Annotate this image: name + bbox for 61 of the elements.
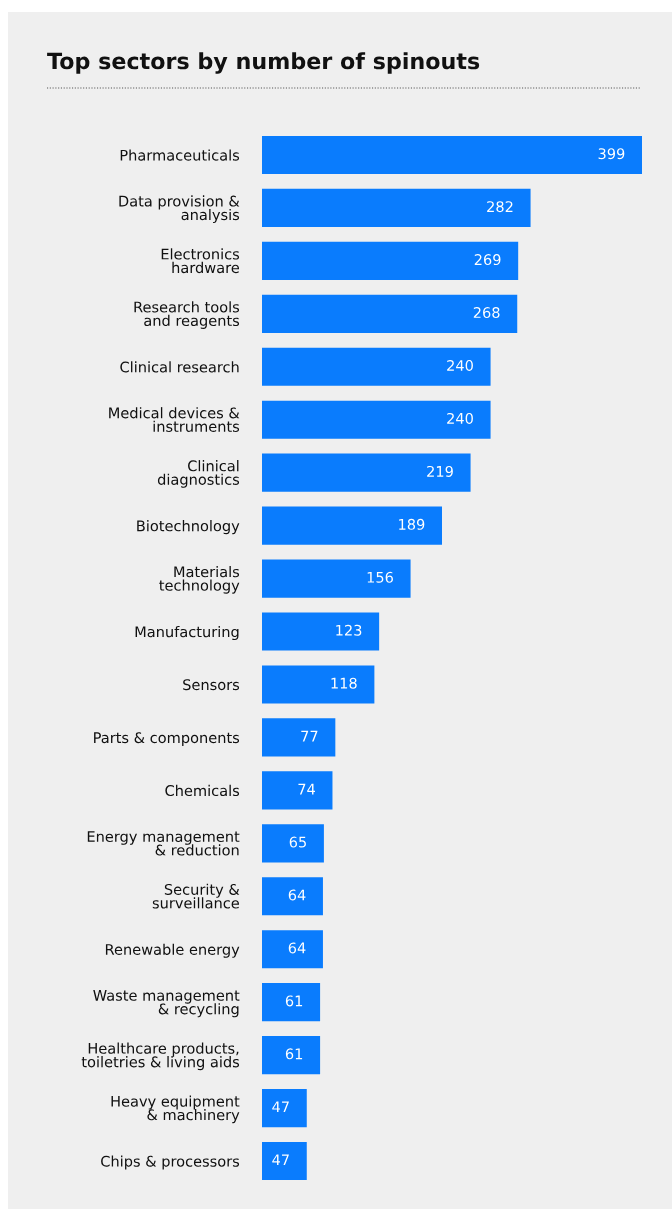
- y-tick-label: Waste management & recycling: [93, 990, 240, 1018]
- bar: [262, 294, 518, 333]
- y-tick-label: Security & surveillance: [152, 883, 240, 909]
- bar: [262, 824, 324, 863]
- bar: [262, 188, 531, 227]
- data-label: 61: [285, 1048, 303, 1060]
- y-tick-label: Healthcare products, toiletries & living aids: [81, 1042, 240, 1071]
- y-tick-label: Parts & components: [94, 732, 240, 746]
- y-tick-label: Medical devices & instruments: [109, 407, 240, 432]
- y-tick-label: Data provision & analysis: [119, 195, 240, 223]
- y-tick-label: Sensors: [183, 679, 240, 691]
- y-tick-label: Chips & processors: [101, 1155, 240, 1170]
- y-tick-label: Research tools and reagents: [134, 301, 240, 329]
- y-tick-label: Heavy equipment & machinery: [111, 1095, 240, 1124]
- bar: [262, 400, 491, 439]
- bar: [262, 930, 323, 969]
- data-label: 268: [473, 307, 500, 319]
- bar: [262, 771, 333, 810]
- y-tick-label: Chemicals: [165, 784, 240, 797]
- bar: [262, 877, 323, 916]
- data-label: 65: [289, 836, 306, 848]
- bar: [262, 718, 336, 757]
- y-tick-label: Manufacturing: [135, 625, 239, 641]
- y-tick-label: Biotechnology: [137, 520, 240, 535]
- bar: [262, 665, 375, 704]
- y-tick-label: Materials technology: [159, 565, 240, 594]
- data-label: 123: [336, 624, 362, 636]
- bar: [262, 559, 411, 598]
- bar: [262, 347, 491, 386]
- bar: [262, 1141, 307, 1181]
- data-label: 269: [474, 254, 501, 266]
- data-label: 74: [298, 783, 315, 795]
- bar: [262, 241, 519, 280]
- data-label: 77: [301, 730, 318, 742]
- data-label: 156: [367, 571, 393, 583]
- bar: [262, 506, 442, 545]
- y-tick-label: Renewable energy: [105, 943, 240, 958]
- data-label: 47: [272, 1154, 289, 1166]
- bar: [262, 983, 321, 1022]
- chart-title: Top sectors by number of spinouts: [47, 52, 480, 74]
- bar: [262, 1089, 307, 1128]
- bar: [262, 135, 642, 175]
- data-label: 219: [427, 465, 453, 477]
- data-label: 118: [331, 677, 357, 689]
- bar: [262, 612, 380, 651]
- y-tick-label: Pharmaceuticals: [120, 149, 240, 161]
- bar: [262, 453, 471, 492]
- data-label: 64: [288, 942, 306, 954]
- y-tick-label: Clinical research: [120, 361, 239, 373]
- data-label: 64: [288, 889, 306, 901]
- data-label: 240: [447, 359, 473, 372]
- y-tick-label: Clinical diagnostics: [157, 460, 240, 488]
- data-label: 189: [399, 518, 425, 530]
- data-label: 399: [598, 148, 625, 160]
- data-label: 282: [487, 201, 513, 213]
- data-label: 61: [285, 995, 303, 1007]
- data-label: 47: [272, 1101, 289, 1113]
- y-tick-label: Electronics hardware: [161, 248, 240, 274]
- data-label: 240: [447, 412, 473, 424]
- bar: [262, 1036, 321, 1075]
- y-tick-label: Energy management & reduction: [87, 831, 240, 856]
